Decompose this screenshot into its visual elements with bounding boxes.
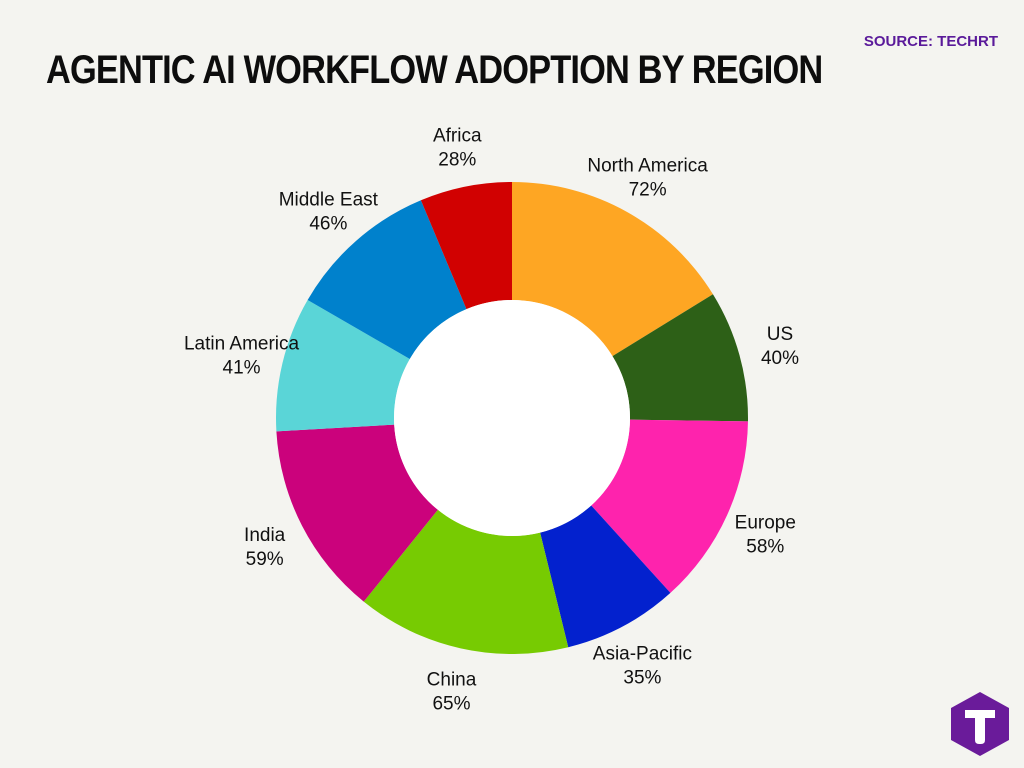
- data-label-china: China 65%: [427, 669, 477, 714]
- source-label: SOURCE: TECHRT: [863, 33, 998, 50]
- value-label-africa: 28%: [438, 149, 476, 170]
- logo-letter-t: [965, 710, 995, 744]
- data-label-asia-pacific: Asia-Pacific 35%: [593, 644, 692, 689]
- slice-latin-america[interactable]: [276, 300, 410, 432]
- value-label-asia-pacific: 35%: [623, 668, 661, 689]
- slice-us[interactable]: [612, 294, 748, 422]
- data-label-latin-america: Latin America 41%: [184, 334, 300, 379]
- category-label-europe: Europe: [735, 513, 796, 534]
- value-label-india: 59%: [246, 549, 284, 570]
- value-label-middle-east: 46%: [309, 213, 347, 234]
- data-label-middle-east: Middle East 46%: [279, 189, 379, 234]
- category-label-middle-east: Middle East: [279, 189, 379, 210]
- category-label-china: China: [427, 669, 477, 690]
- data-label-north-america: North America 72%: [587, 155, 708, 200]
- category-label-india: India: [244, 525, 286, 546]
- category-label-africa: Africa: [433, 125, 482, 146]
- category-label-us: US: [767, 324, 793, 345]
- category-label-latin-america: Latin America: [184, 334, 300, 355]
- donut-hole: [394, 300, 630, 536]
- techrt-logo-icon[interactable]: [948, 690, 1012, 758]
- data-label-india: India 59%: [244, 525, 286, 570]
- value-label-us: 40%: [761, 348, 799, 369]
- slice-north-america[interactable]: [512, 182, 713, 357]
- slice-europe[interactable]: [591, 419, 748, 593]
- value-label-china: 65%: [432, 693, 470, 714]
- value-label-north-america: 72%: [629, 179, 667, 200]
- slice-asia-pacific[interactable]: [540, 505, 671, 648]
- chart-title: AGENTIC AI WORKFLOW ADOPTION BY REGION: [46, 48, 823, 92]
- data-label-europe: Europe 58%: [735, 513, 796, 558]
- slice-india[interactable]: [276, 424, 438, 602]
- data-label-us: US 40%: [761, 324, 799, 369]
- slice-china[interactable]: [363, 509, 569, 655]
- slice-middle-east[interactable]: [307, 200, 467, 359]
- slice-africa[interactable]: [420, 182, 512, 310]
- value-label-europe: 58%: [746, 537, 784, 558]
- category-label-north-america: North America: [587, 155, 708, 176]
- value-label-latin-america: 41%: [223, 358, 261, 379]
- category-label-asia-pacific: Asia-Pacific: [593, 644, 692, 665]
- data-label-africa: Africa 28%: [433, 125, 482, 170]
